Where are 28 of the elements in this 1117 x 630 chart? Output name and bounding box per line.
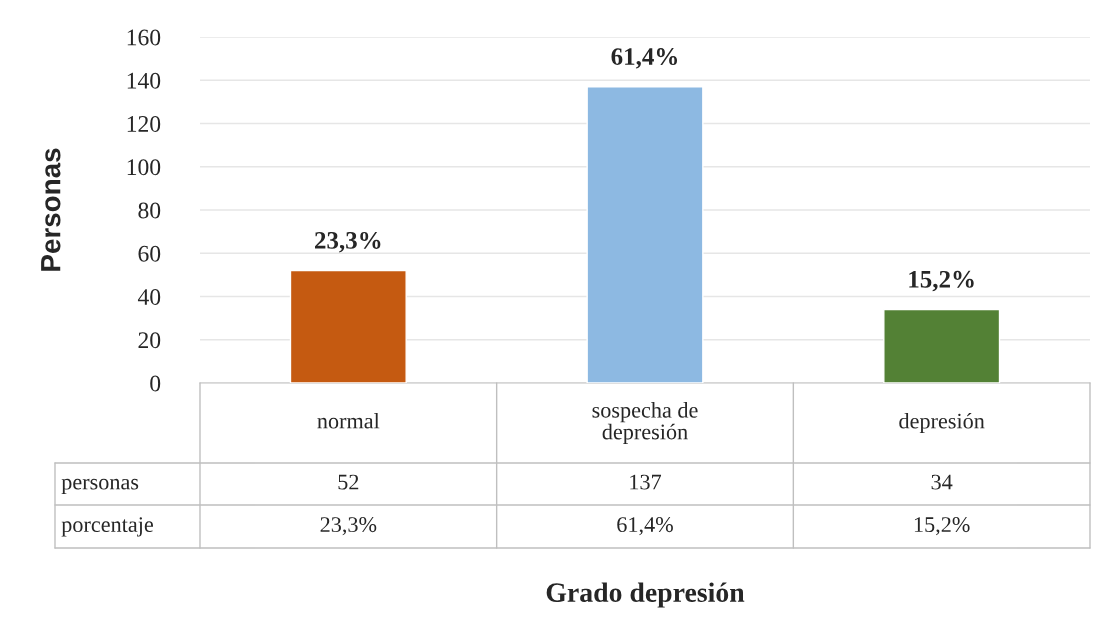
y-tick-label: 80	[138, 202, 161, 219]
text: 15,2%	[914, 517, 970, 536]
y-tick-label: 120	[127, 115, 161, 132]
y-tick-label: 140	[127, 72, 161, 89]
bar	[289, 269, 407, 383]
annotation: 61,4%	[611, 48, 678, 69]
data-label: 137	[630, 474, 662, 490]
y-tick-label: 40	[137, 288, 161, 305]
annotation: 23,3%	[315, 231, 381, 253]
text: 23,3%	[320, 517, 377, 536]
data-label: 34	[931, 474, 953, 490]
x-tick-label: depresión	[899, 412, 985, 434]
x-tick-label: sospecha de depresión	[592, 402, 698, 444]
text: Grado depresión	[546, 582, 745, 608]
y-tick-label: 0	[150, 375, 161, 392]
data-label: 52	[338, 474, 359, 490]
text: porcentaje	[61, 517, 153, 537]
x-tick-label: normal	[317, 412, 380, 429]
text: 61,4%	[617, 517, 673, 536]
bar	[883, 308, 1001, 383]
y-tick-label: 20	[138, 332, 161, 349]
y-tick-label: 100	[127, 159, 161, 176]
y-tick-label: 60	[138, 245, 161, 262]
annotation: 15,2%	[909, 270, 974, 292]
y-tick-label: 160	[127, 29, 161, 46]
bar	[586, 86, 704, 383]
text: personas	[61, 478, 139, 495]
y-axis-title: Personas	[41, 148, 61, 271]
